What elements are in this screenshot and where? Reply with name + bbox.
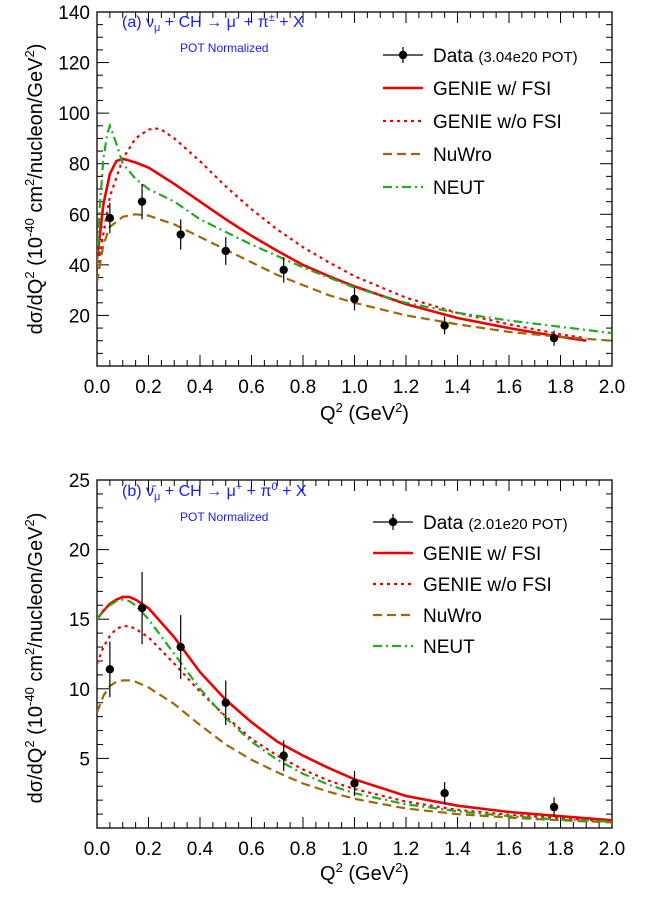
y-axis-title: dσ/dQ2 (10-40 cm2/nucleon/GeV2) [22, 44, 47, 335]
legend-label: GENIE w/ FSI [433, 79, 551, 100]
x-tick-label: 1.4 [444, 839, 471, 860]
legend-label: NuWro [433, 145, 492, 166]
series-line-genie-w-fsi [97, 157, 587, 342]
panel-a: 0.0 0.2 0.4 0.6 0.8 1.0 1.2 1.4 1.6 1.8 2.0 20 40 60 8… [22, 3, 625, 425]
y-tick-label: 25 [69, 471, 90, 492]
data-point [440, 321, 449, 330]
series-line-nuwro [97, 679, 612, 824]
data-point [137, 197, 147, 206]
y-tick-label: 20 [69, 541, 90, 562]
data-point [105, 213, 115, 223]
data-point [279, 265, 288, 275]
series-line-nuwro [97, 213, 612, 342]
y-tick-label: 60 [69, 205, 90, 226]
legend: Data (2.01e20 POT) GENIE w/ FSI GENIE w/o … [373, 513, 568, 658]
x-tick-label: 1.0 [341, 377, 367, 398]
panel-title: (a) νμ + CH → μ- + π± + X [122, 12, 304, 34]
y-tick-label: 20 [69, 306, 90, 327]
x-tick-label: 0.4 [187, 377, 214, 398]
data-point [279, 751, 288, 760]
panel-subtitle: POT Normalized [180, 41, 268, 55]
y-tick-label: 120 [58, 54, 90, 75]
x-tick-label: 0.6 [238, 839, 264, 860]
legend: Data (3.04e20 POT) GENIE w/ FSI GENIE w/o … [383, 46, 578, 199]
series-line-genie-w-o-fsi [97, 625, 612, 823]
x-tick-label: 1.0 [341, 839, 367, 860]
x-tick-label: 1.6 [496, 839, 522, 860]
data-point [176, 642, 185, 652]
x-tick-label: 0.6 [238, 377, 264, 398]
x-tick-label: 0.8 [290, 377, 316, 398]
x-tick-label: 1.8 [547, 839, 573, 860]
legend-label-data: Data (2.01e20 POT) [423, 513, 568, 534]
x-tick-label: 1.2 [393, 839, 419, 860]
data-point [440, 789, 449, 798]
y-tick-label: 140 [58, 3, 90, 24]
x-tick-label: 0.2 [135, 377, 161, 398]
legend-label-data: Data (3.04e20 POT) [433, 46, 578, 67]
y-axis-title: dσ/dQ2 (10-40 cm2/nucleon/GeV2) [22, 513, 47, 804]
x-tick-label: 0.0 [84, 839, 110, 860]
data-point [176, 230, 185, 239]
series-line-neut [97, 122, 612, 335]
x-tick-label: 0.4 [187, 839, 214, 860]
y-tick-label: 10 [69, 680, 90, 701]
x-tick-label: 1.8 [547, 377, 573, 398]
panel-subtitle: POT Normalized [180, 510, 268, 524]
legend-label: NuWro [423, 606, 482, 627]
y-tick-label: 15 [69, 610, 90, 631]
y-tick-label: 80 [69, 155, 90, 176]
y-tick-label: 5 [79, 749, 90, 770]
data-point [350, 779, 359, 788]
data-point [549, 333, 559, 343]
x-axis-title: Q2 (GeV2) [320, 400, 409, 425]
legend-data-marker [398, 50, 408, 60]
x-tick-label: 0.8 [290, 839, 316, 860]
legend-label: NEUT [433, 178, 485, 199]
x-tick-label: 0.2 [135, 839, 161, 860]
data-point [549, 802, 559, 812]
legend-label: NEUT [423, 637, 475, 658]
data-point [221, 246, 230, 256]
data-point [137, 603, 147, 613]
y-tick-label: 100 [58, 104, 90, 125]
data-point [350, 294, 359, 304]
panel-title: (b) ν̄μ + CH → μ+ + π0 + X [122, 481, 307, 503]
x-tick-label: 1.2 [393, 377, 419, 398]
legend-data-marker [388, 517, 398, 527]
y-tick-label: 40 [69, 256, 90, 277]
data-point [105, 665, 115, 674]
x-axis-title: Q2 (GeV2) [320, 860, 409, 885]
x-tick-label: 1.6 [496, 377, 522, 398]
x-tick-label: 2.0 [599, 839, 625, 860]
legend-label: GENIE w/o FSI [433, 112, 562, 133]
x-tick-label: 2.0 [599, 377, 625, 398]
x-tick-label: 1.4 [444, 377, 471, 398]
x-tick-label: 0.0 [84, 377, 110, 398]
legend-label: GENIE w/o FSI [423, 575, 552, 596]
data-point [221, 698, 230, 707]
legend-label: GENIE w/ FSI [423, 544, 541, 565]
series-line-genie-w-o-fsi [97, 127, 587, 340]
panel-b: 0.0 0.2 0.4 0.6 0.8 1.0 1.2 1.4 1.6 1.8 2.0 5 10 15 20… [22, 471, 625, 885]
